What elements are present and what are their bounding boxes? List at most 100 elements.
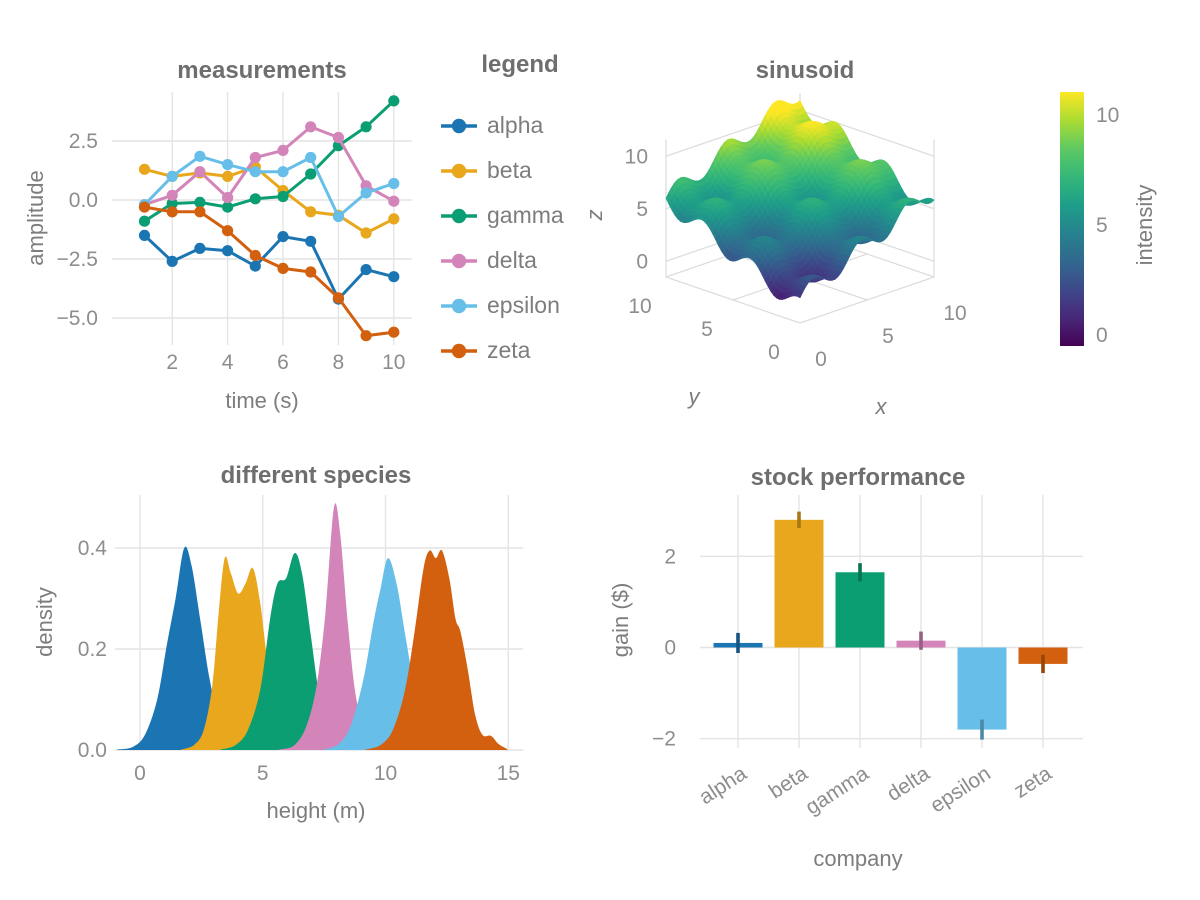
bar-chart-grid: [700, 495, 1083, 748]
density-area-epsilon: [323, 558, 453, 751]
data-point: [388, 195, 400, 207]
x-tick-label: 8: [333, 351, 345, 374]
y-tick-label: 0: [768, 341, 780, 364]
x-tick-label: 5: [257, 762, 269, 785]
density-area-alpha: [116, 546, 247, 751]
data-point: [360, 227, 372, 239]
x-tick-label: 6: [277, 351, 289, 374]
x-tick-label: 10: [382, 351, 405, 374]
series-beta-line: [143, 165, 396, 235]
legend-entries: alpha beta gamma delta epsilon zeta: [440, 113, 610, 363]
y-tick-label: 0.2: [78, 638, 107, 661]
density-area-delta: [278, 503, 397, 751]
colorbar: 0 5 10: [1060, 92, 1119, 347]
colorbar-gradient: [1060, 92, 1084, 346]
series-alpha-line: [143, 233, 396, 301]
data-point: [360, 121, 372, 133]
y-tick-label: −2.5: [57, 248, 98, 271]
data-point: [194, 150, 206, 162]
line-chart-ylabel: amplitude: [23, 170, 48, 265]
data-point: [222, 245, 234, 257]
x-tick-label: 0: [134, 762, 146, 785]
data-point: [360, 264, 372, 276]
bar-epsilon: [957, 647, 1007, 730]
surface-mesh: [665, 99, 935, 301]
data-point: [138, 215, 151, 227]
data-point: [166, 197, 178, 210]
data-point: [166, 189, 178, 201]
y-tick-label: 2: [664, 545, 676, 568]
legend-title: legend: [481, 51, 559, 78]
z-tick-label: 0: [636, 250, 648, 273]
density-area-zeta: [364, 549, 508, 751]
legend-entry-beta: beta: [440, 158, 610, 183]
x-tick-label: 10: [374, 762, 397, 785]
bar-beta: [774, 519, 824, 648]
colorbar-tick-label: 10: [1096, 104, 1119, 127]
legend-marker-icon: [441, 118, 477, 133]
data-point: [138, 163, 151, 175]
data-point: [277, 190, 289, 203]
legend-entry-label: beta: [487, 157, 532, 183]
data-point: [194, 196, 206, 208]
legend-marker-icon: [441, 298, 477, 313]
legend-entry-label: epsilon: [487, 292, 560, 318]
y-tick-label: 0.0: [69, 189, 98, 212]
density-chart-title: different species: [221, 462, 412, 489]
bar-chart-ylabel: gain ($): [608, 583, 633, 658]
x-tick-label: 10: [943, 302, 966, 325]
y-tick-label: 0: [664, 637, 676, 660]
x-tick-label: 4: [222, 351, 234, 374]
density-chart-xlabel: height (m): [266, 798, 365, 823]
data-point: [194, 166, 206, 178]
bar-gamma: [835, 572, 885, 648]
data-point: [332, 292, 344, 304]
data-point: [277, 166, 289, 178]
z-tick-label: 5: [636, 198, 648, 221]
data-point: [277, 144, 289, 156]
surface-xlabel: x: [875, 394, 888, 419]
line-chart-title: measurements: [177, 57, 346, 84]
data-point: [277, 231, 289, 243]
legend-entry-gamma: gamma: [440, 203, 610, 228]
bar-chart-title: stock performance: [751, 464, 966, 491]
data-point: [388, 95, 400, 107]
data-point: [166, 170, 178, 182]
surface-ticks: 0 5 10 10 5 0 0 5 10: [625, 145, 967, 371]
category-label-epsilon: epsilon: [926, 762, 994, 818]
legend-marker-icon: [441, 343, 477, 358]
legend-entry-epsilon: epsilon: [440, 293, 610, 318]
legend-marker-icon: [441, 253, 477, 268]
density-area-beta: [180, 556, 308, 751]
category-label-gamma: gamma: [801, 762, 873, 820]
legend-marker-icon: [441, 208, 477, 223]
bar-chart-xlabel: company: [813, 846, 902, 871]
series-gamma-line: [143, 99, 396, 223]
data-point: [222, 159, 234, 171]
data-point: [305, 121, 317, 133]
data-point: [222, 225, 234, 237]
data-point: [360, 330, 372, 342]
x-tick-label: 2: [166, 351, 178, 374]
data-point: [222, 170, 234, 182]
data-point: [388, 177, 400, 190]
line-chart-xlabel: time (s): [225, 388, 298, 413]
legend-entry-delta: delta: [440, 248, 610, 273]
x-tick-label: 0: [815, 348, 827, 371]
legend-entry-label: zeta: [487, 337, 531, 363]
series-epsilon-line: [143, 154, 396, 218]
legend-entry-label: gamma: [487, 202, 564, 228]
y-tick-label: 10: [628, 295, 651, 318]
y-tick-label: 0.4: [78, 537, 108, 560]
category-label-zeta: zeta: [1010, 762, 1056, 803]
data-point: [222, 192, 234, 204]
surface-zlabel: z: [582, 210, 607, 222]
y-tick-label: −2: [652, 728, 676, 751]
data-point: [138, 229, 151, 241]
data-point: [277, 262, 289, 274]
data-point: [305, 235, 317, 247]
data-point: [249, 260, 261, 272]
